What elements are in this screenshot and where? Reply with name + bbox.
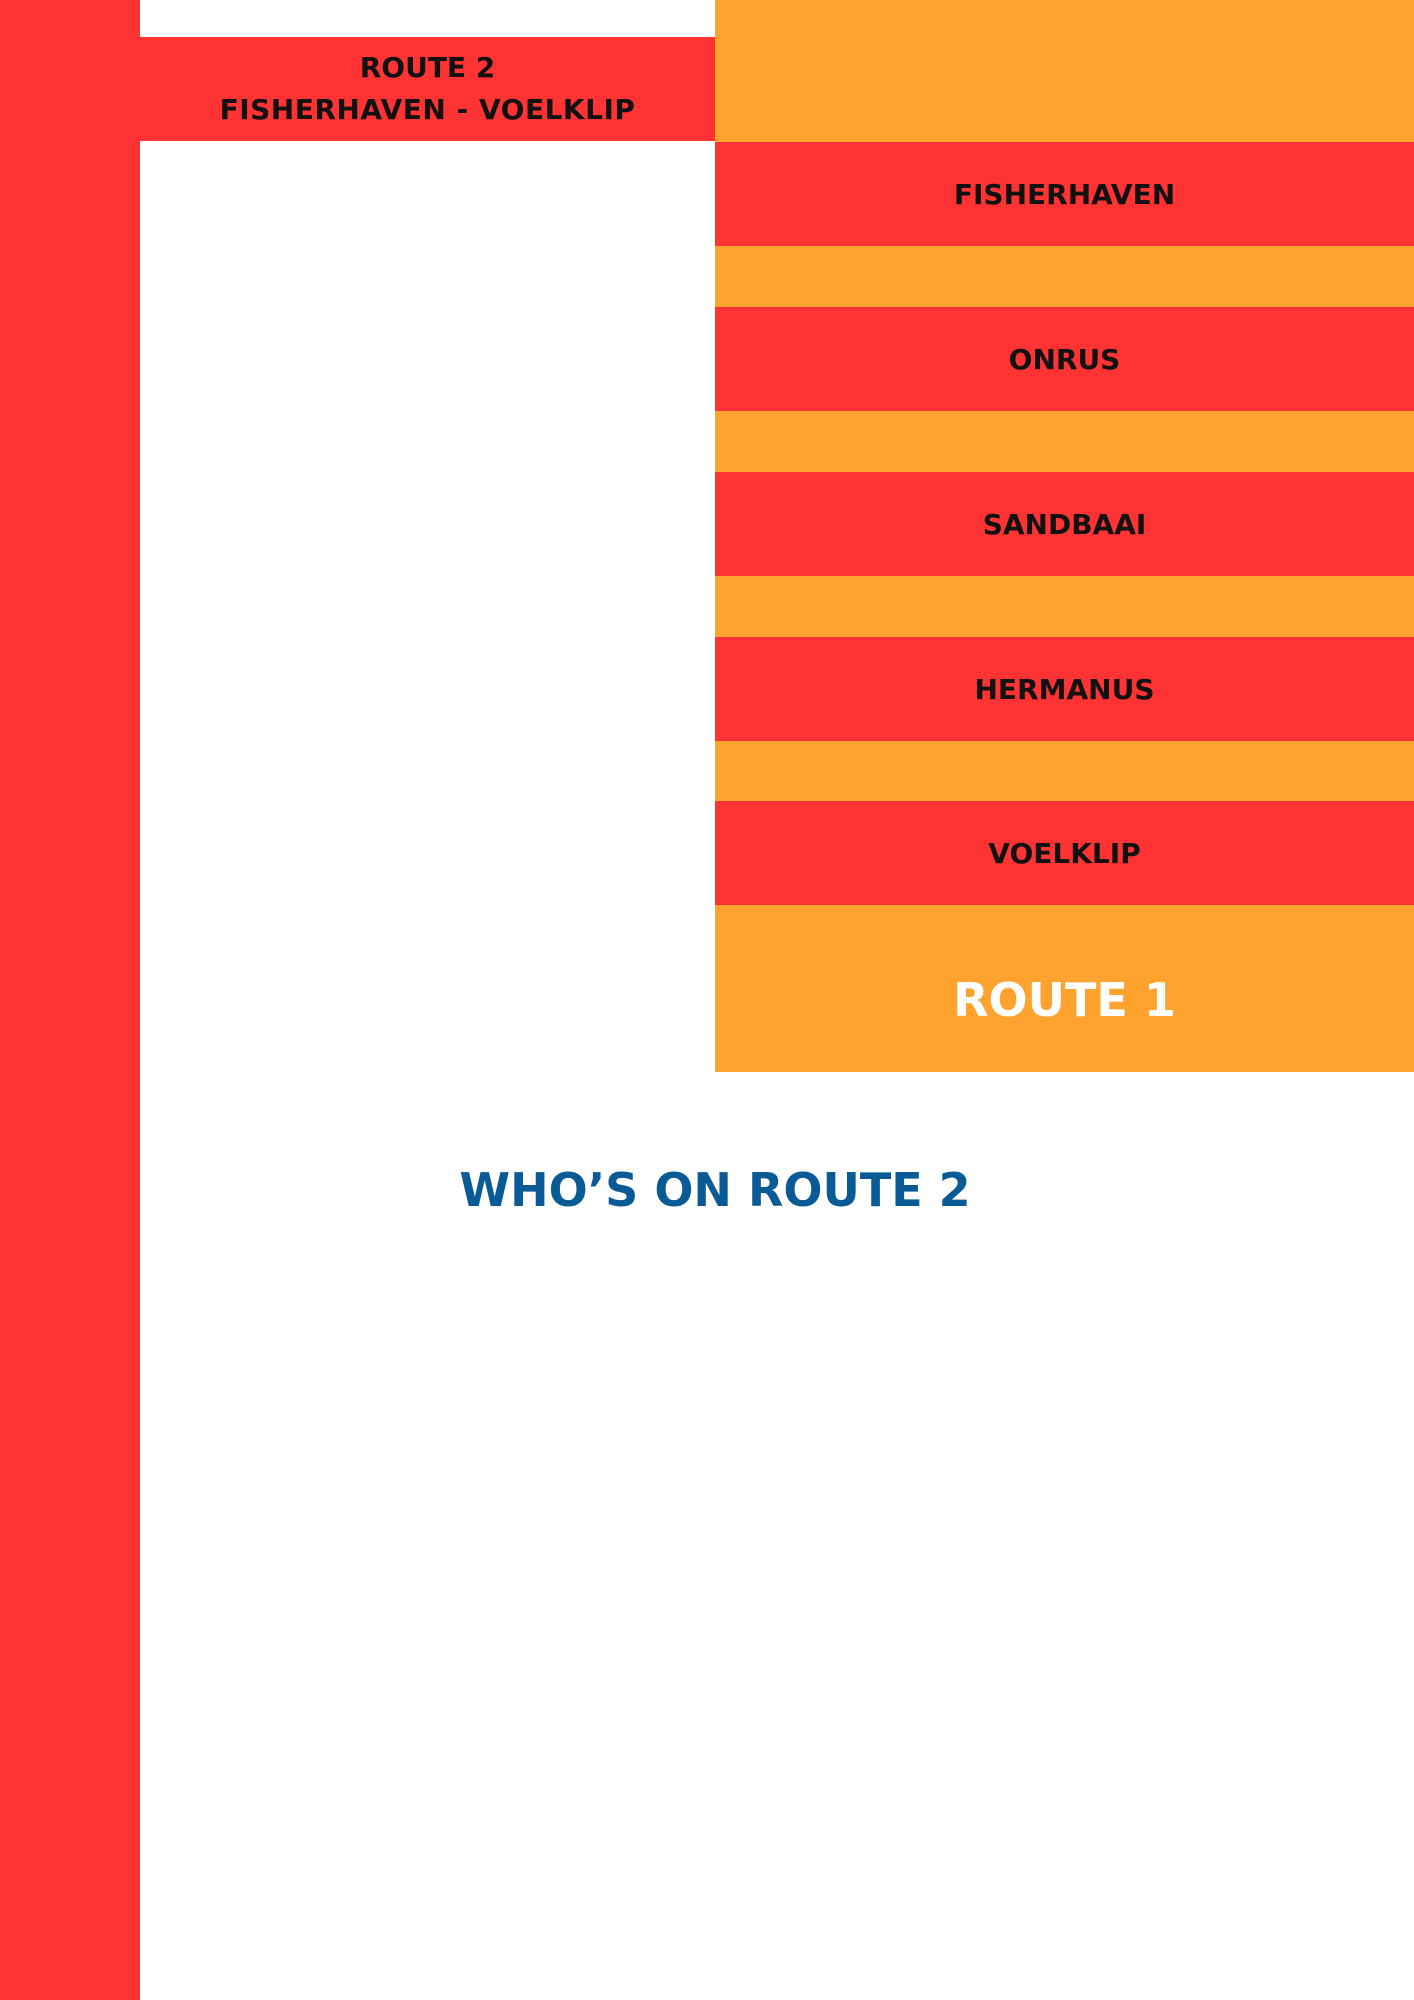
route1-stop: HERMANUS bbox=[715, 637, 1414, 741]
route1-stop: VOELKLIP bbox=[715, 801, 1414, 905]
route1-stop: FISHERHAVEN bbox=[715, 142, 1414, 246]
route1-stop: ONRUS bbox=[715, 307, 1414, 411]
route1-label: ROUTE 1 bbox=[953, 973, 1176, 1027]
route2-header: ROUTE 2 FISHERHAVEN - VOELKLIP bbox=[140, 37, 715, 141]
left-decorative-bar bbox=[0, 0, 140, 2000]
route1-stop: SANDBAAI bbox=[715, 472, 1414, 576]
route2-subtitle: FISHERHAVEN - VOELKLIP bbox=[219, 93, 636, 126]
section-heading: WHO’S ON ROUTE 2 bbox=[459, 1163, 971, 1217]
route2-title: ROUTE 2 bbox=[359, 51, 496, 84]
